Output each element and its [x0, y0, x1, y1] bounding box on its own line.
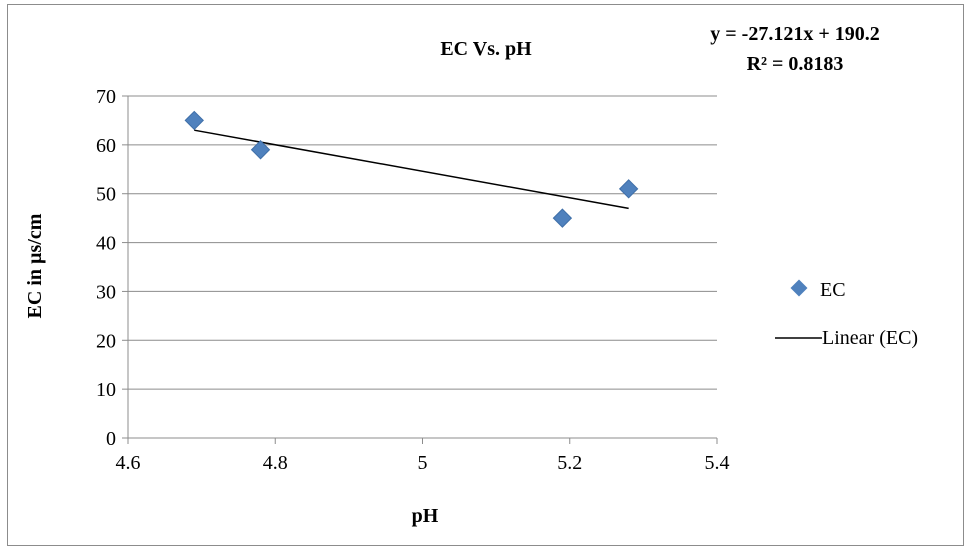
x-tick-label: 5.4	[705, 452, 730, 474]
data-point	[250, 140, 271, 160]
y-tick-label: 70	[96, 86, 116, 108]
chart-area	[7, 4, 964, 546]
x-tick-label: 4.6	[116, 452, 141, 474]
y-tick-labels: 0 10 20 30 40 50 60 70	[96, 86, 116, 450]
trendline-r-squared: R² = 0.8183	[747, 53, 844, 75]
data-point	[552, 208, 573, 228]
data-points	[184, 110, 639, 228]
chart-title: EC Vs. pH	[440, 38, 532, 60]
y-tick-label: 30	[96, 281, 116, 303]
trendline-equation: y = -27.121x + 190.2	[710, 23, 879, 45]
y-tick-label: 50	[96, 184, 116, 206]
y-tick-label: 60	[96, 135, 116, 157]
axes	[127, 96, 718, 444]
legend-label-ec: EC	[820, 279, 846, 301]
gridlines	[122, 95, 717, 439]
legend: EC Linear (EC)	[775, 279, 918, 349]
y-tick-label: 20	[96, 330, 116, 352]
data-point	[618, 179, 639, 199]
data-point	[184, 110, 204, 131]
trendline	[194, 129, 629, 210]
y-tick-label: 10	[96, 379, 116, 401]
x-tick-label: 5.2	[557, 452, 582, 474]
y-tick-label: 0	[106, 428, 116, 450]
x-axis-label: pH	[412, 505, 439, 527]
x-tick-labels: 4.6 4.8 5 5.2 5.4	[116, 452, 730, 474]
trendline-line	[194, 129, 629, 210]
legend-label-linear: Linear (EC)	[822, 327, 918, 349]
y-axis-label: EC in µs/cm	[24, 213, 46, 318]
x-tick-label: 4.8	[263, 452, 288, 474]
legend-marker-ec	[790, 279, 808, 297]
x-tick-label: 5	[418, 452, 428, 474]
y-tick-label: 40	[96, 233, 116, 255]
